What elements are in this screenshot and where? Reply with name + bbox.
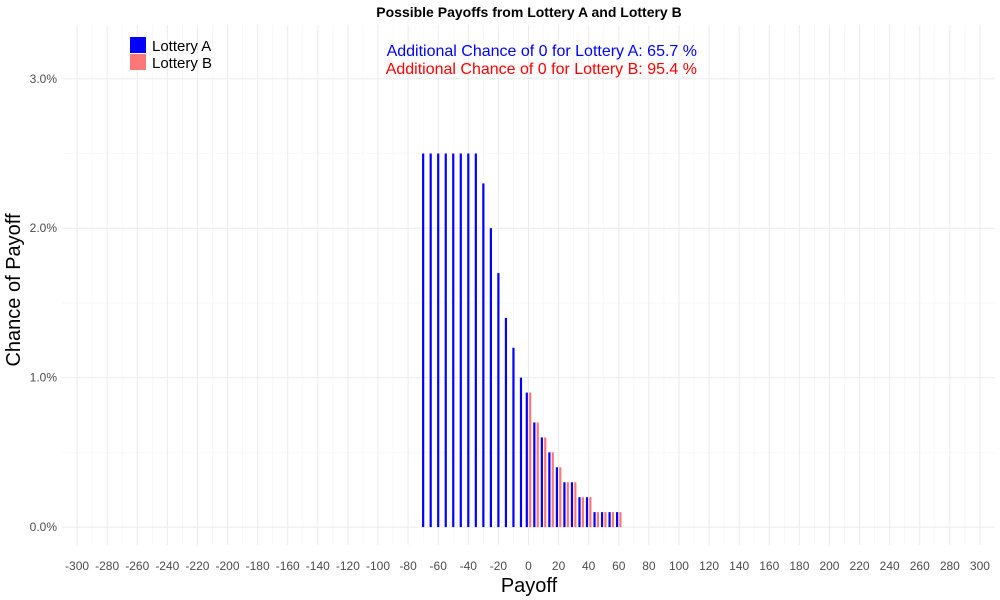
bar-lottery-b <box>551 452 554 528</box>
bar-lottery-a <box>437 153 440 528</box>
y-tick-label: 0.0% <box>30 520 58 534</box>
legend-label-lottery-b: Lottery B <box>152 55 212 72</box>
x-tick-label: 260 <box>910 559 930 573</box>
bar-lottery-b <box>589 497 592 528</box>
legend: Lottery A Lottery B <box>130 37 212 72</box>
legend-swatch-lottery-a <box>130 37 146 53</box>
bar-lottery-b <box>619 512 622 528</box>
x-tick-label: -220 <box>185 559 209 573</box>
bar-lottery-a <box>512 347 515 528</box>
x-tick-label: 240 <box>880 559 900 573</box>
x-tick-label: -40 <box>460 559 478 573</box>
bar-lottery-a <box>540 437 543 528</box>
x-tick-label: 40 <box>582 559 596 573</box>
bar-lottery-a <box>615 512 619 528</box>
bar-lottery-b <box>544 437 547 528</box>
bar-lottery-a <box>482 183 485 528</box>
bar-lottery-a <box>533 422 536 528</box>
x-tick-label: -120 <box>336 559 360 573</box>
bar-lottery-a <box>593 512 596 528</box>
x-tick-label: 120 <box>699 559 719 573</box>
bar-lottery-a <box>563 482 566 528</box>
x-tick-label: -160 <box>276 559 300 573</box>
bar-lottery-a <box>555 467 559 528</box>
x-tick-label: -260 <box>125 559 149 573</box>
x-tick-label: 160 <box>759 559 779 573</box>
bar-lottery-a <box>422 153 425 528</box>
y-tick-labels: 0.0% 1.0% 2.0% 3.0% <box>30 72 58 534</box>
x-tick-label: -280 <box>95 559 119 573</box>
bar-lottery-a <box>525 392 528 528</box>
x-tick-label: 0 <box>525 559 532 573</box>
x-tick-label: 200 <box>819 559 839 573</box>
x-tick-label: 300 <box>970 559 990 573</box>
x-tick-label: -240 <box>155 559 179 573</box>
x-tick-label: -60 <box>430 559 448 573</box>
x-tick-label: 60 <box>612 559 626 573</box>
x-tick-label: -100 <box>366 559 390 573</box>
bar-lottery-a <box>429 153 432 528</box>
bar-lottery-b <box>604 512 607 528</box>
bar-lottery-b <box>559 467 562 528</box>
chart-title: Possible Payoffs from Lottery A and Lott… <box>376 4 681 20</box>
x-tick-label: 20 <box>552 559 566 573</box>
grid-lines <box>62 25 995 545</box>
x-tick-label: -180 <box>246 559 270 573</box>
x-tick-label: 140 <box>729 559 749 573</box>
bar-lottery-a <box>570 482 574 528</box>
legend-label-lottery-a: Lottery A <box>152 38 211 55</box>
bar-lottery-a <box>578 497 581 528</box>
x-tick-label: -200 <box>216 559 240 573</box>
x-tick-label: 80 <box>642 559 656 573</box>
bar-lottery-a <box>452 153 455 528</box>
x-tick-label: 100 <box>669 559 689 573</box>
bar-lottery-b <box>581 497 584 528</box>
bar-lottery-a <box>608 512 611 528</box>
x-tick-label: -140 <box>306 559 330 573</box>
bar-lottery-a <box>474 153 477 528</box>
bar-lottery-a <box>585 497 589 528</box>
bar-lottery-b <box>566 482 569 528</box>
x-tick-labels: -300 -280 -260 -240 -220 -200 -180 -160 -140 -120… <box>65 559 990 573</box>
bar-lottery-a <box>519 377 523 528</box>
x-tick-label: -20 <box>490 559 508 573</box>
x-tick-label: -80 <box>399 559 417 573</box>
bar-lottery-b <box>596 512 600 528</box>
bar-lottery-a <box>489 228 492 528</box>
x-tick-label: 220 <box>850 559 870 573</box>
y-tick-label: 2.0% <box>30 221 58 235</box>
bar-lottery-a <box>504 317 508 528</box>
x-axis-title: Payoff <box>501 575 558 597</box>
y-tick-label: 3.0% <box>30 72 58 86</box>
bars <box>422 153 622 528</box>
bar-lottery-a <box>497 273 500 528</box>
bar-lottery-a <box>600 512 604 528</box>
bar-lottery-a <box>459 153 462 528</box>
legend-swatch-lottery-b <box>130 54 146 70</box>
bar-lottery-b <box>529 392 532 528</box>
annotation-lottery-b: Additional Chance of 0 for Lottery B: 95… <box>386 61 697 78</box>
bar-lottery-b <box>536 422 539 528</box>
bar-lottery-a <box>548 452 551 528</box>
x-tick-label: -300 <box>65 559 89 573</box>
bar-lottery-a <box>444 153 447 528</box>
bar-lottery-a <box>467 153 470 528</box>
x-tick-label: 180 <box>789 559 809 573</box>
bar-lottery-b <box>611 512 615 528</box>
bar-lottery-b <box>574 482 577 528</box>
y-axis-title: Chance of Payoff <box>3 213 25 367</box>
y-tick-label: 1.0% <box>30 371 58 385</box>
annotation-lottery-a: Additional Chance of 0 for Lottery A: 65… <box>387 43 697 60</box>
x-tick-label: 280 <box>940 559 960 573</box>
